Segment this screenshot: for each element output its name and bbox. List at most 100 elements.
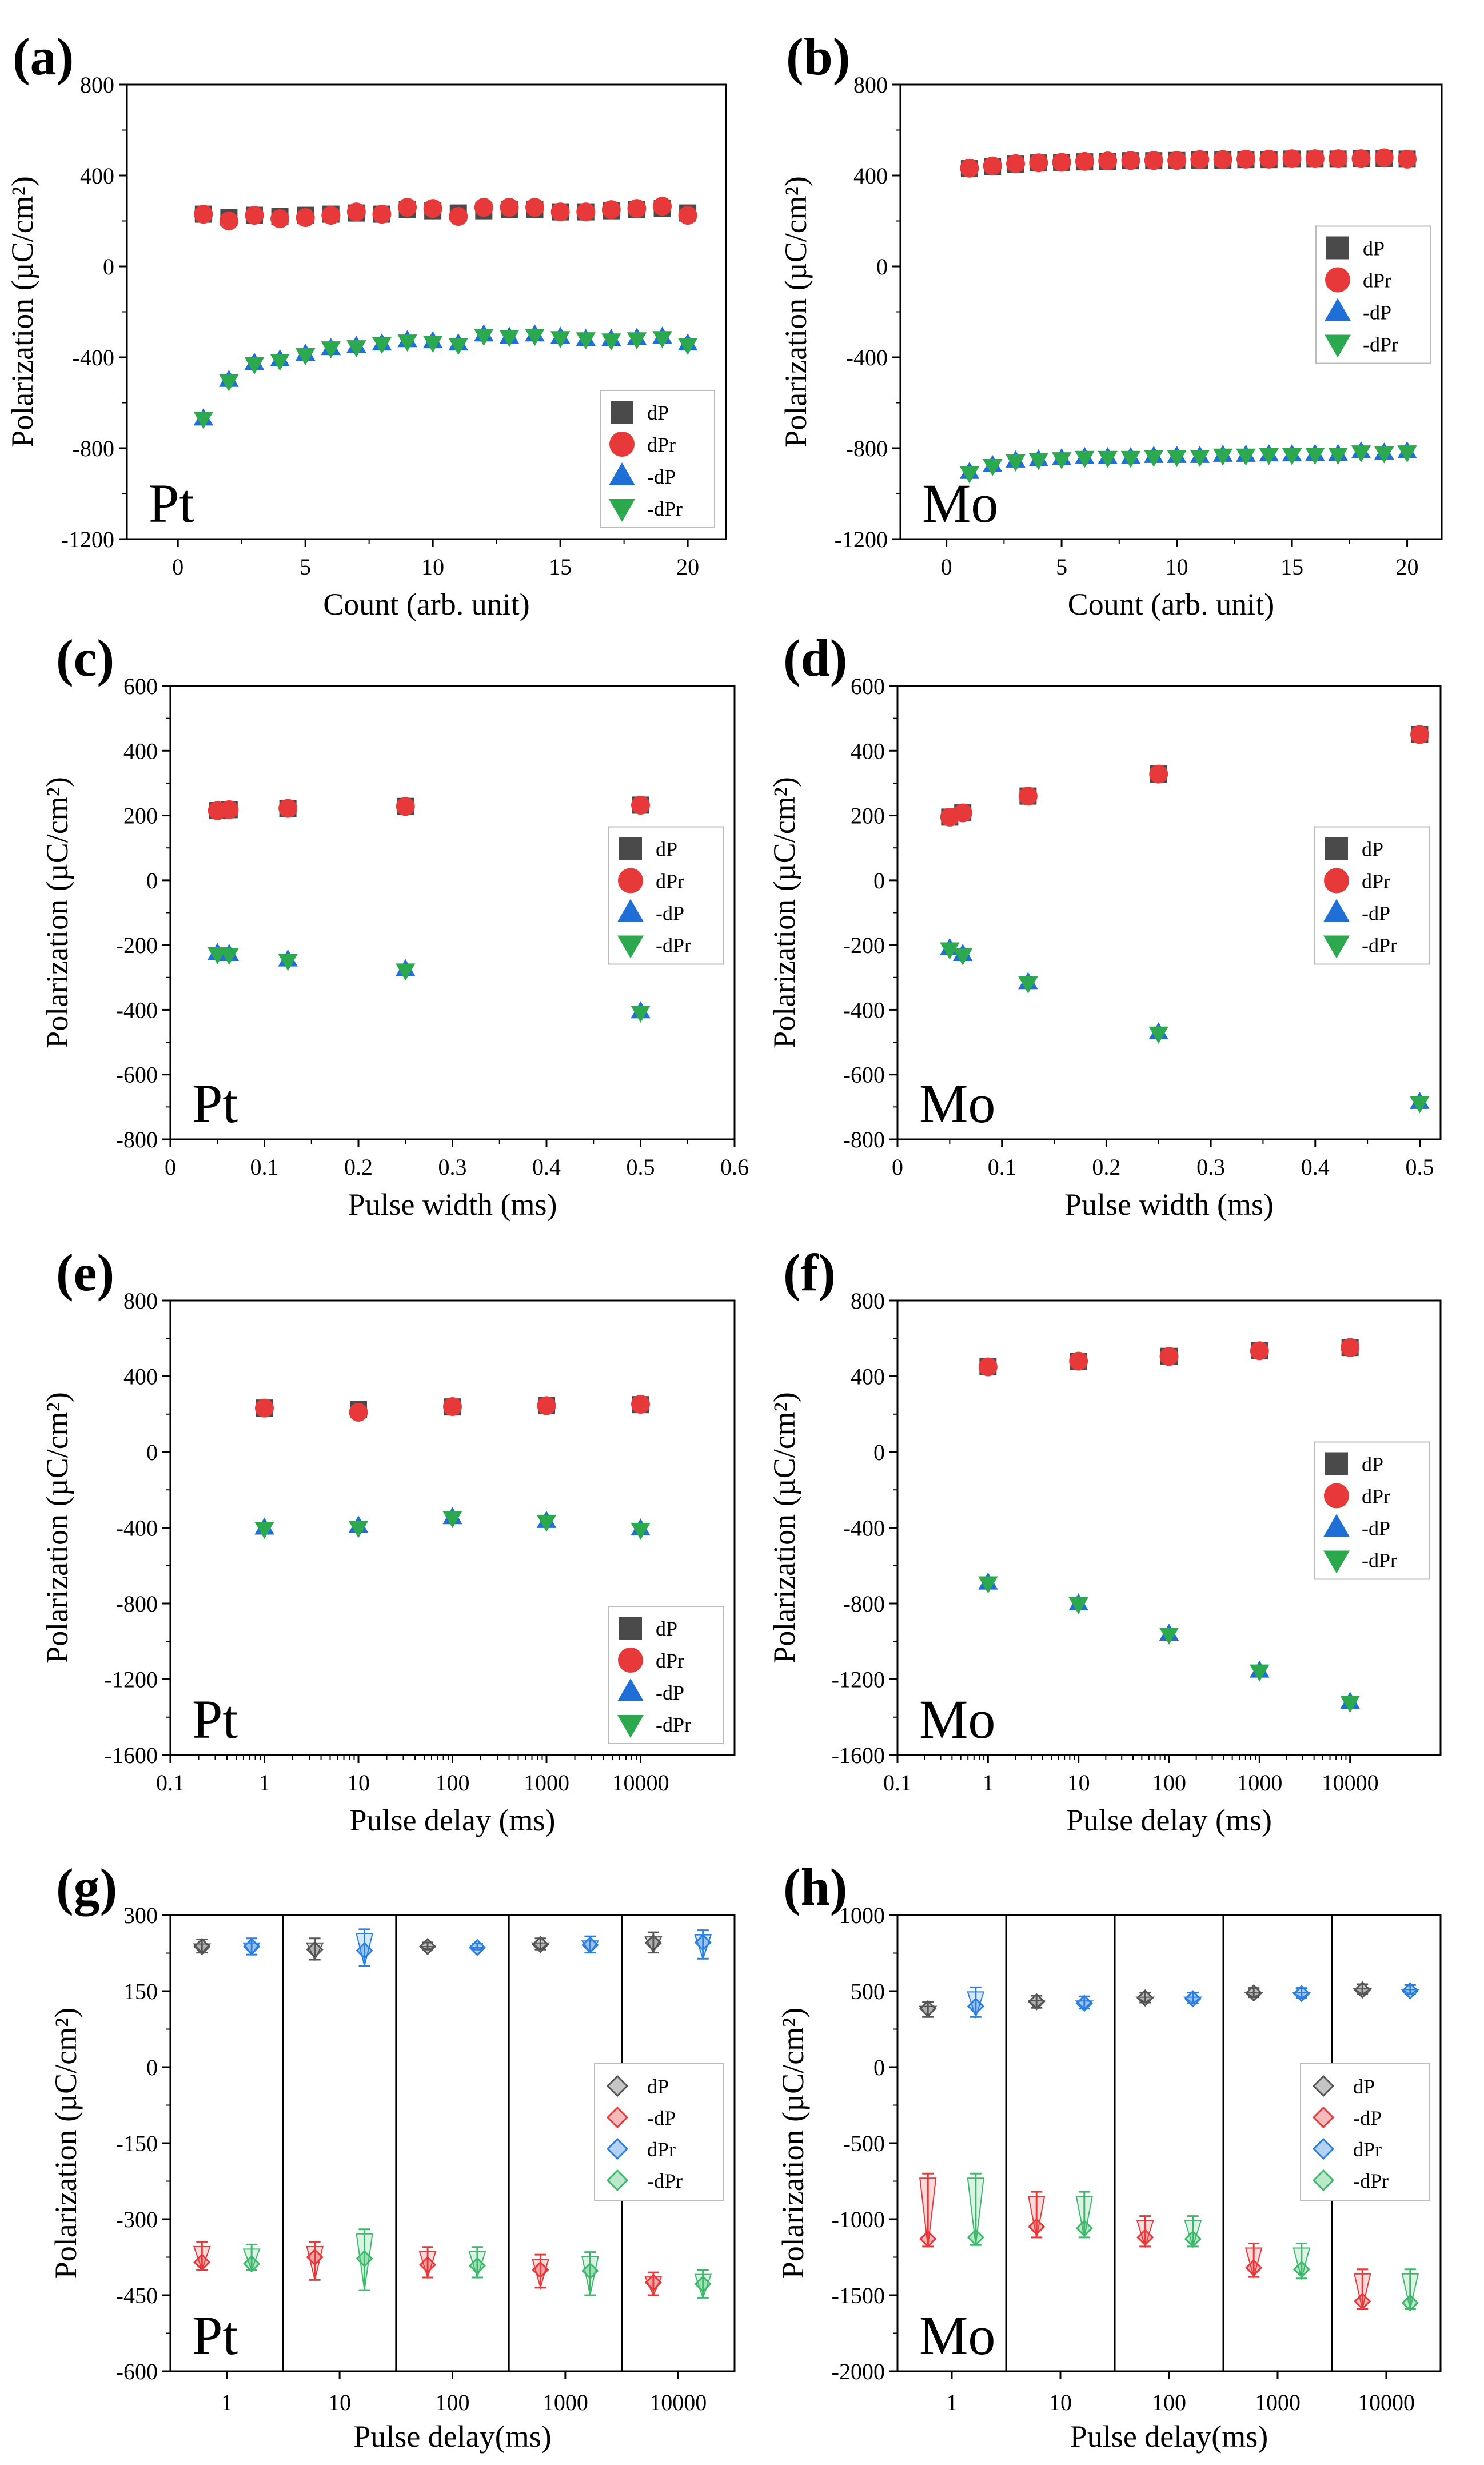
data-point — [536, 1514, 557, 1532]
panel-label: (f) — [783, 1243, 836, 1302]
legend-label: -dPr — [656, 1713, 691, 1736]
x-axis-label: Pulse delay(ms) — [353, 2419, 551, 2454]
data-point — [1028, 453, 1049, 470]
legend-marker-dPr — [606, 2137, 629, 2160]
y-tick-label: 400 — [123, 1364, 158, 1390]
data-point — [398, 198, 417, 217]
legend-marker-dPr — [1324, 868, 1349, 894]
data-point — [550, 331, 571, 349]
series-dPr — [194, 197, 697, 230]
x-tick-label: 100 — [436, 1770, 470, 1796]
data-point — [296, 208, 315, 228]
x-tick-label: 0 — [172, 554, 183, 580]
legend-label: -dP — [656, 902, 684, 925]
material-label: Mo — [919, 2305, 995, 2366]
data-point — [1351, 445, 1371, 463]
series--dPr — [193, 329, 698, 429]
mean-marker — [919, 2230, 937, 2248]
y-tick-label: 300 — [123, 1902, 158, 1928]
series-dPr — [978, 1338, 1360, 1377]
mean-marker — [1354, 2292, 1371, 2310]
data-point — [627, 199, 647, 218]
data-point — [1305, 448, 1325, 465]
mean-marker — [1354, 1981, 1371, 1999]
x-tick-label: 10 — [1049, 2390, 1072, 2415]
data-point — [1075, 450, 1095, 468]
violin-shape — [1243, 1992, 1264, 1998]
data-point — [220, 800, 239, 819]
data-point — [1098, 450, 1118, 468]
legend-marker-dP — [619, 837, 642, 860]
y-axis-label: Polarization (µC/cm²) — [49, 2008, 83, 2279]
legend-label: dPr — [1362, 1485, 1390, 1508]
violin-shape — [1400, 1989, 1421, 1995]
x-tick-label: 0.2 — [1092, 1154, 1120, 1180]
legend-marker-dPr — [1324, 1483, 1349, 1509]
legend-marker-dP — [1312, 2075, 1335, 2097]
y-tick-label: 600 — [851, 673, 885, 699]
y-tick-label: 400 — [851, 1364, 885, 1390]
data-point — [1341, 1338, 1360, 1357]
violin-shape — [1135, 1996, 1155, 2004]
data-point — [219, 374, 239, 392]
data-point — [1052, 153, 1071, 172]
y-tick-label: -800 — [843, 1591, 885, 1617]
panel-label: (c) — [56, 629, 114, 687]
y-tick-label: -200 — [843, 932, 885, 958]
data-point — [396, 963, 416, 981]
data-point — [1340, 1696, 1360, 1713]
legend-label: -dPr — [647, 2169, 683, 2192]
data-point — [1250, 1664, 1270, 1682]
y-tick-label: -1500 — [832, 2283, 885, 2308]
data-point — [1397, 445, 1417, 463]
legend-marker-dPr — [618, 1648, 643, 1673]
legend-label: dPr — [656, 870, 684, 893]
mean-marker — [356, 2250, 373, 2268]
data-point — [397, 334, 417, 352]
y-tick-label: -200 — [116, 932, 158, 958]
violin-shape — [1244, 2247, 1263, 2279]
panel-label: (b) — [786, 27, 850, 86]
x-tick-label: 15 — [1280, 554, 1303, 580]
violin-shape — [1292, 2247, 1311, 2281]
data-point — [982, 459, 1003, 477]
data-point — [677, 338, 698, 356]
mean-marker — [1184, 2230, 1202, 2248]
violin-shape — [967, 2177, 984, 2245]
legend-marker--dPr — [606, 2169, 629, 2192]
x-tick-label: 0.6 — [720, 1154, 749, 1180]
legend-label: dPr — [1362, 870, 1390, 893]
series-dPr — [208, 795, 650, 820]
x-tick-label: 10 — [1067, 1770, 1090, 1796]
mean-marker — [356, 1941, 373, 1960]
data-point — [1167, 450, 1187, 468]
data-point — [1148, 1026, 1168, 1044]
data-point — [254, 1522, 274, 1539]
violin-shape — [192, 1943, 212, 1954]
data-point — [1121, 151, 1140, 170]
legend: dP dPr -dP -dPr — [1314, 826, 1430, 965]
x-tick-label: 1 — [221, 2390, 233, 2415]
panel-c: -800 -600 -400 -200 0 200 400 600 0 0.1 0.2 0.3 0.4 0… — [40, 629, 749, 1222]
y-tick-label: 0 — [873, 1439, 885, 1465]
series--dPr — [208, 947, 651, 1023]
x-tick-label: 100 — [1152, 2390, 1186, 2415]
data-point — [983, 156, 1002, 175]
mean-marker — [243, 2255, 261, 2273]
data-point — [576, 332, 596, 350]
legend: dP dPr -dP -dPr — [600, 390, 715, 528]
y-tick-label: 0 — [876, 254, 888, 280]
data-point — [1213, 150, 1232, 169]
legend-label: dP — [647, 2075, 669, 2098]
violin-shape — [418, 2251, 437, 2280]
violin-shape — [1027, 2196, 1046, 2238]
y-tick-label: 800 — [851, 1288, 885, 1314]
data-point — [1329, 149, 1348, 169]
legend-marker--dP — [617, 899, 644, 922]
data-point — [960, 158, 979, 178]
x-tick-label: 1 — [259, 1770, 270, 1796]
violin-shape — [356, 1933, 373, 1966]
mean-marker — [644, 1934, 662, 1952]
y-tick-label: -600 — [116, 2359, 158, 2384]
data-point — [627, 332, 647, 350]
